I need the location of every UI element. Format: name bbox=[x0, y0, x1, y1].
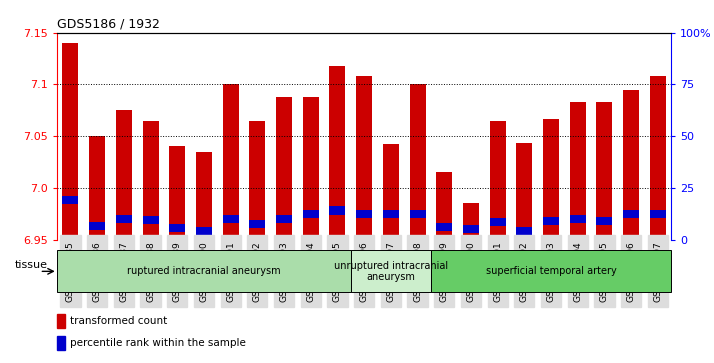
Text: tissue: tissue bbox=[15, 260, 48, 270]
Bar bbox=[329, 207, 346, 215]
Bar bbox=[351, 250, 431, 292]
Bar bbox=[650, 76, 666, 240]
Bar bbox=[596, 217, 613, 225]
Bar bbox=[543, 217, 559, 225]
Bar bbox=[383, 209, 399, 218]
Bar bbox=[169, 224, 185, 232]
Text: transformed count: transformed count bbox=[70, 316, 167, 326]
Text: ruptured intracranial aneurysm: ruptured intracranial aneurysm bbox=[127, 266, 281, 276]
Bar bbox=[276, 97, 292, 240]
Bar bbox=[249, 121, 266, 240]
Bar bbox=[143, 121, 159, 240]
Bar bbox=[410, 85, 426, 240]
Bar bbox=[116, 215, 132, 223]
Bar bbox=[57, 336, 65, 350]
Bar bbox=[436, 223, 452, 231]
Bar bbox=[516, 143, 533, 240]
Bar bbox=[57, 314, 65, 328]
Text: GDS5186 / 1932: GDS5186 / 1932 bbox=[57, 17, 160, 30]
Bar bbox=[410, 209, 426, 218]
Text: superficial temporal artery: superficial temporal artery bbox=[486, 266, 616, 276]
Bar bbox=[329, 66, 346, 240]
Bar bbox=[490, 121, 506, 240]
Bar bbox=[116, 110, 132, 240]
Bar bbox=[89, 222, 105, 230]
Bar bbox=[383, 144, 399, 240]
Bar bbox=[62, 43, 79, 240]
Bar bbox=[431, 250, 671, 292]
Bar bbox=[143, 216, 159, 224]
Bar bbox=[223, 85, 238, 240]
Bar bbox=[223, 215, 238, 223]
Bar bbox=[463, 225, 479, 233]
Bar bbox=[436, 172, 452, 240]
Bar bbox=[596, 102, 613, 240]
Bar bbox=[570, 102, 585, 240]
Bar bbox=[57, 250, 351, 292]
Bar bbox=[463, 203, 479, 240]
Bar bbox=[516, 227, 533, 236]
Bar bbox=[570, 215, 585, 223]
Bar bbox=[276, 215, 292, 223]
Bar bbox=[356, 209, 372, 218]
Bar bbox=[89, 136, 105, 240]
Bar bbox=[196, 152, 212, 240]
Bar bbox=[62, 196, 79, 204]
Text: percentile rank within the sample: percentile rank within the sample bbox=[70, 338, 246, 348]
Bar bbox=[543, 119, 559, 240]
Bar bbox=[650, 209, 666, 218]
Bar bbox=[303, 97, 318, 240]
Bar bbox=[623, 209, 639, 218]
Bar bbox=[196, 227, 212, 236]
Bar bbox=[249, 220, 266, 228]
Bar bbox=[303, 209, 318, 218]
Bar bbox=[169, 147, 185, 240]
Bar bbox=[623, 90, 639, 240]
Text: unruptured intracranial
aneurysm: unruptured intracranial aneurysm bbox=[333, 261, 448, 282]
Bar bbox=[490, 218, 506, 226]
Bar bbox=[356, 76, 372, 240]
